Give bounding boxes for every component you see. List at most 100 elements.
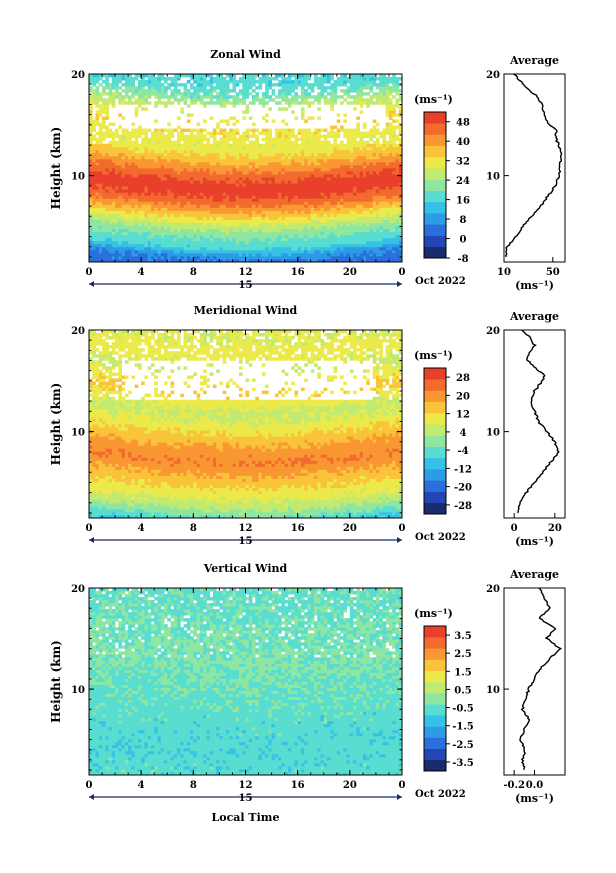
heatmap-cell	[349, 158, 354, 163]
heatmap-cell	[180, 225, 184, 230]
heatmap-cell	[203, 161, 207, 166]
heatmap-cell	[258, 174, 263, 178]
heatmap-cell	[216, 146, 220, 151]
heatmap-cell	[131, 143, 136, 148]
heatmap-cell	[349, 128, 354, 133]
heatmap-cell	[98, 149, 103, 154]
heatmap-cell	[278, 237, 282, 242]
heatmap-cell	[105, 201, 109, 205]
heatmap-cell	[382, 183, 387, 187]
heatmap-cell	[137, 255, 142, 260]
heatmap-cell	[118, 168, 122, 172]
heatmap-cell	[362, 204, 367, 208]
heatmap-cell	[327, 152, 331, 157]
heatmap-cell	[144, 189, 149, 193]
heatmap-cell	[281, 195, 286, 199]
heatmap-cell	[327, 168, 331, 172]
heatmap-cell	[379, 240, 383, 245]
heatmap-cell	[134, 189, 139, 193]
heatmap-cell	[199, 204, 204, 208]
heatmap-cell	[131, 177, 136, 181]
heatmap-cell	[340, 228, 344, 233]
heatmap-cell	[313, 161, 318, 166]
heatmap-cell	[353, 207, 357, 211]
heatmap-cell	[190, 131, 194, 136]
heatmap-cell	[353, 134, 357, 139]
heatmap-cell	[307, 240, 312, 245]
heatmap-cell	[209, 86, 214, 90]
heatmap-cell	[154, 252, 158, 257]
heatmap-cell	[206, 249, 211, 254]
heatmap-cell	[274, 158, 279, 163]
heatmap-cell	[160, 146, 165, 151]
heatmap-cell	[333, 83, 338, 87]
heatmap-cell	[111, 92, 116, 96]
heatmap-cell	[95, 225, 100, 230]
heatmap-cell	[255, 216, 259, 220]
heatmap-cell	[297, 143, 302, 148]
heatmap-cell	[124, 134, 129, 139]
heatmap-cell	[242, 207, 246, 211]
heatmap-cell	[313, 168, 318, 172]
heatmap-cell	[134, 140, 139, 145]
heatmap-cell	[248, 246, 253, 251]
heatmap-cell	[327, 183, 331, 187]
heatmap-cell	[359, 152, 364, 157]
heatmap-cell	[343, 219, 347, 223]
heatmap-cell	[219, 180, 224, 184]
heatmap-cell	[121, 116, 126, 120]
heatmap-cell	[89, 98, 93, 102]
heatmap-cell	[95, 140, 100, 145]
heatmap-cell	[372, 168, 377, 172]
heatmap-cell	[320, 207, 325, 211]
heatmap-cell	[193, 228, 197, 233]
heatmap-cell	[183, 240, 188, 245]
heatmap-cell	[379, 195, 383, 199]
heatmap-cell	[261, 204, 266, 208]
heatmap-cell	[372, 83, 377, 87]
heatmap-cell	[95, 216, 100, 220]
heatmap-cell	[356, 146, 361, 151]
heatmap-cell	[147, 80, 152, 84]
heatmap-cell	[297, 161, 302, 166]
heatmap-cell	[212, 137, 217, 142]
heatmap-cell	[372, 143, 377, 148]
heatmap-cell	[287, 98, 292, 102]
heatmap-cell	[111, 168, 116, 172]
heatmap-cell	[203, 249, 207, 254]
heatmap-cell	[340, 240, 344, 245]
heatmap-cell	[375, 237, 380, 242]
heatmap-cell	[340, 180, 344, 184]
heatmap-cell	[366, 243, 370, 248]
heatmap-cell	[385, 186, 390, 190]
heatmap-cell	[313, 134, 318, 139]
heatmap-cell	[121, 192, 126, 196]
heatmap-cell	[336, 134, 341, 139]
heatmap-cell	[111, 207, 116, 211]
heatmap-cell	[382, 234, 387, 239]
heatmap-cell	[385, 122, 390, 126]
heatmap-cell	[150, 255, 155, 260]
heatmap-cell	[150, 134, 155, 139]
heatmap-cell	[340, 95, 344, 99]
heatmap-cell	[222, 225, 227, 230]
heatmap-cell	[95, 152, 100, 157]
heatmap-cell	[173, 258, 178, 263]
heatmap-cell	[395, 158, 400, 163]
heatmap-cell	[291, 219, 295, 223]
heatmap-cell	[356, 131, 361, 136]
heatmap-cell	[274, 186, 279, 190]
heatmap-cell	[89, 95, 93, 99]
heatmap-cell	[265, 201, 269, 205]
heatmap-cell	[323, 89, 328, 93]
heatmap-cell	[362, 161, 367, 166]
heatmap-cell	[128, 158, 132, 163]
heatmap-cell	[265, 128, 269, 133]
heatmap-cell	[157, 249, 162, 254]
heatmap-cell	[255, 180, 259, 184]
heatmap-cell	[362, 249, 367, 254]
heatmap-cell	[258, 161, 263, 166]
heatmap-cell	[196, 83, 201, 87]
heatmap-cell	[238, 186, 243, 190]
heatmap-cell	[229, 171, 233, 175]
